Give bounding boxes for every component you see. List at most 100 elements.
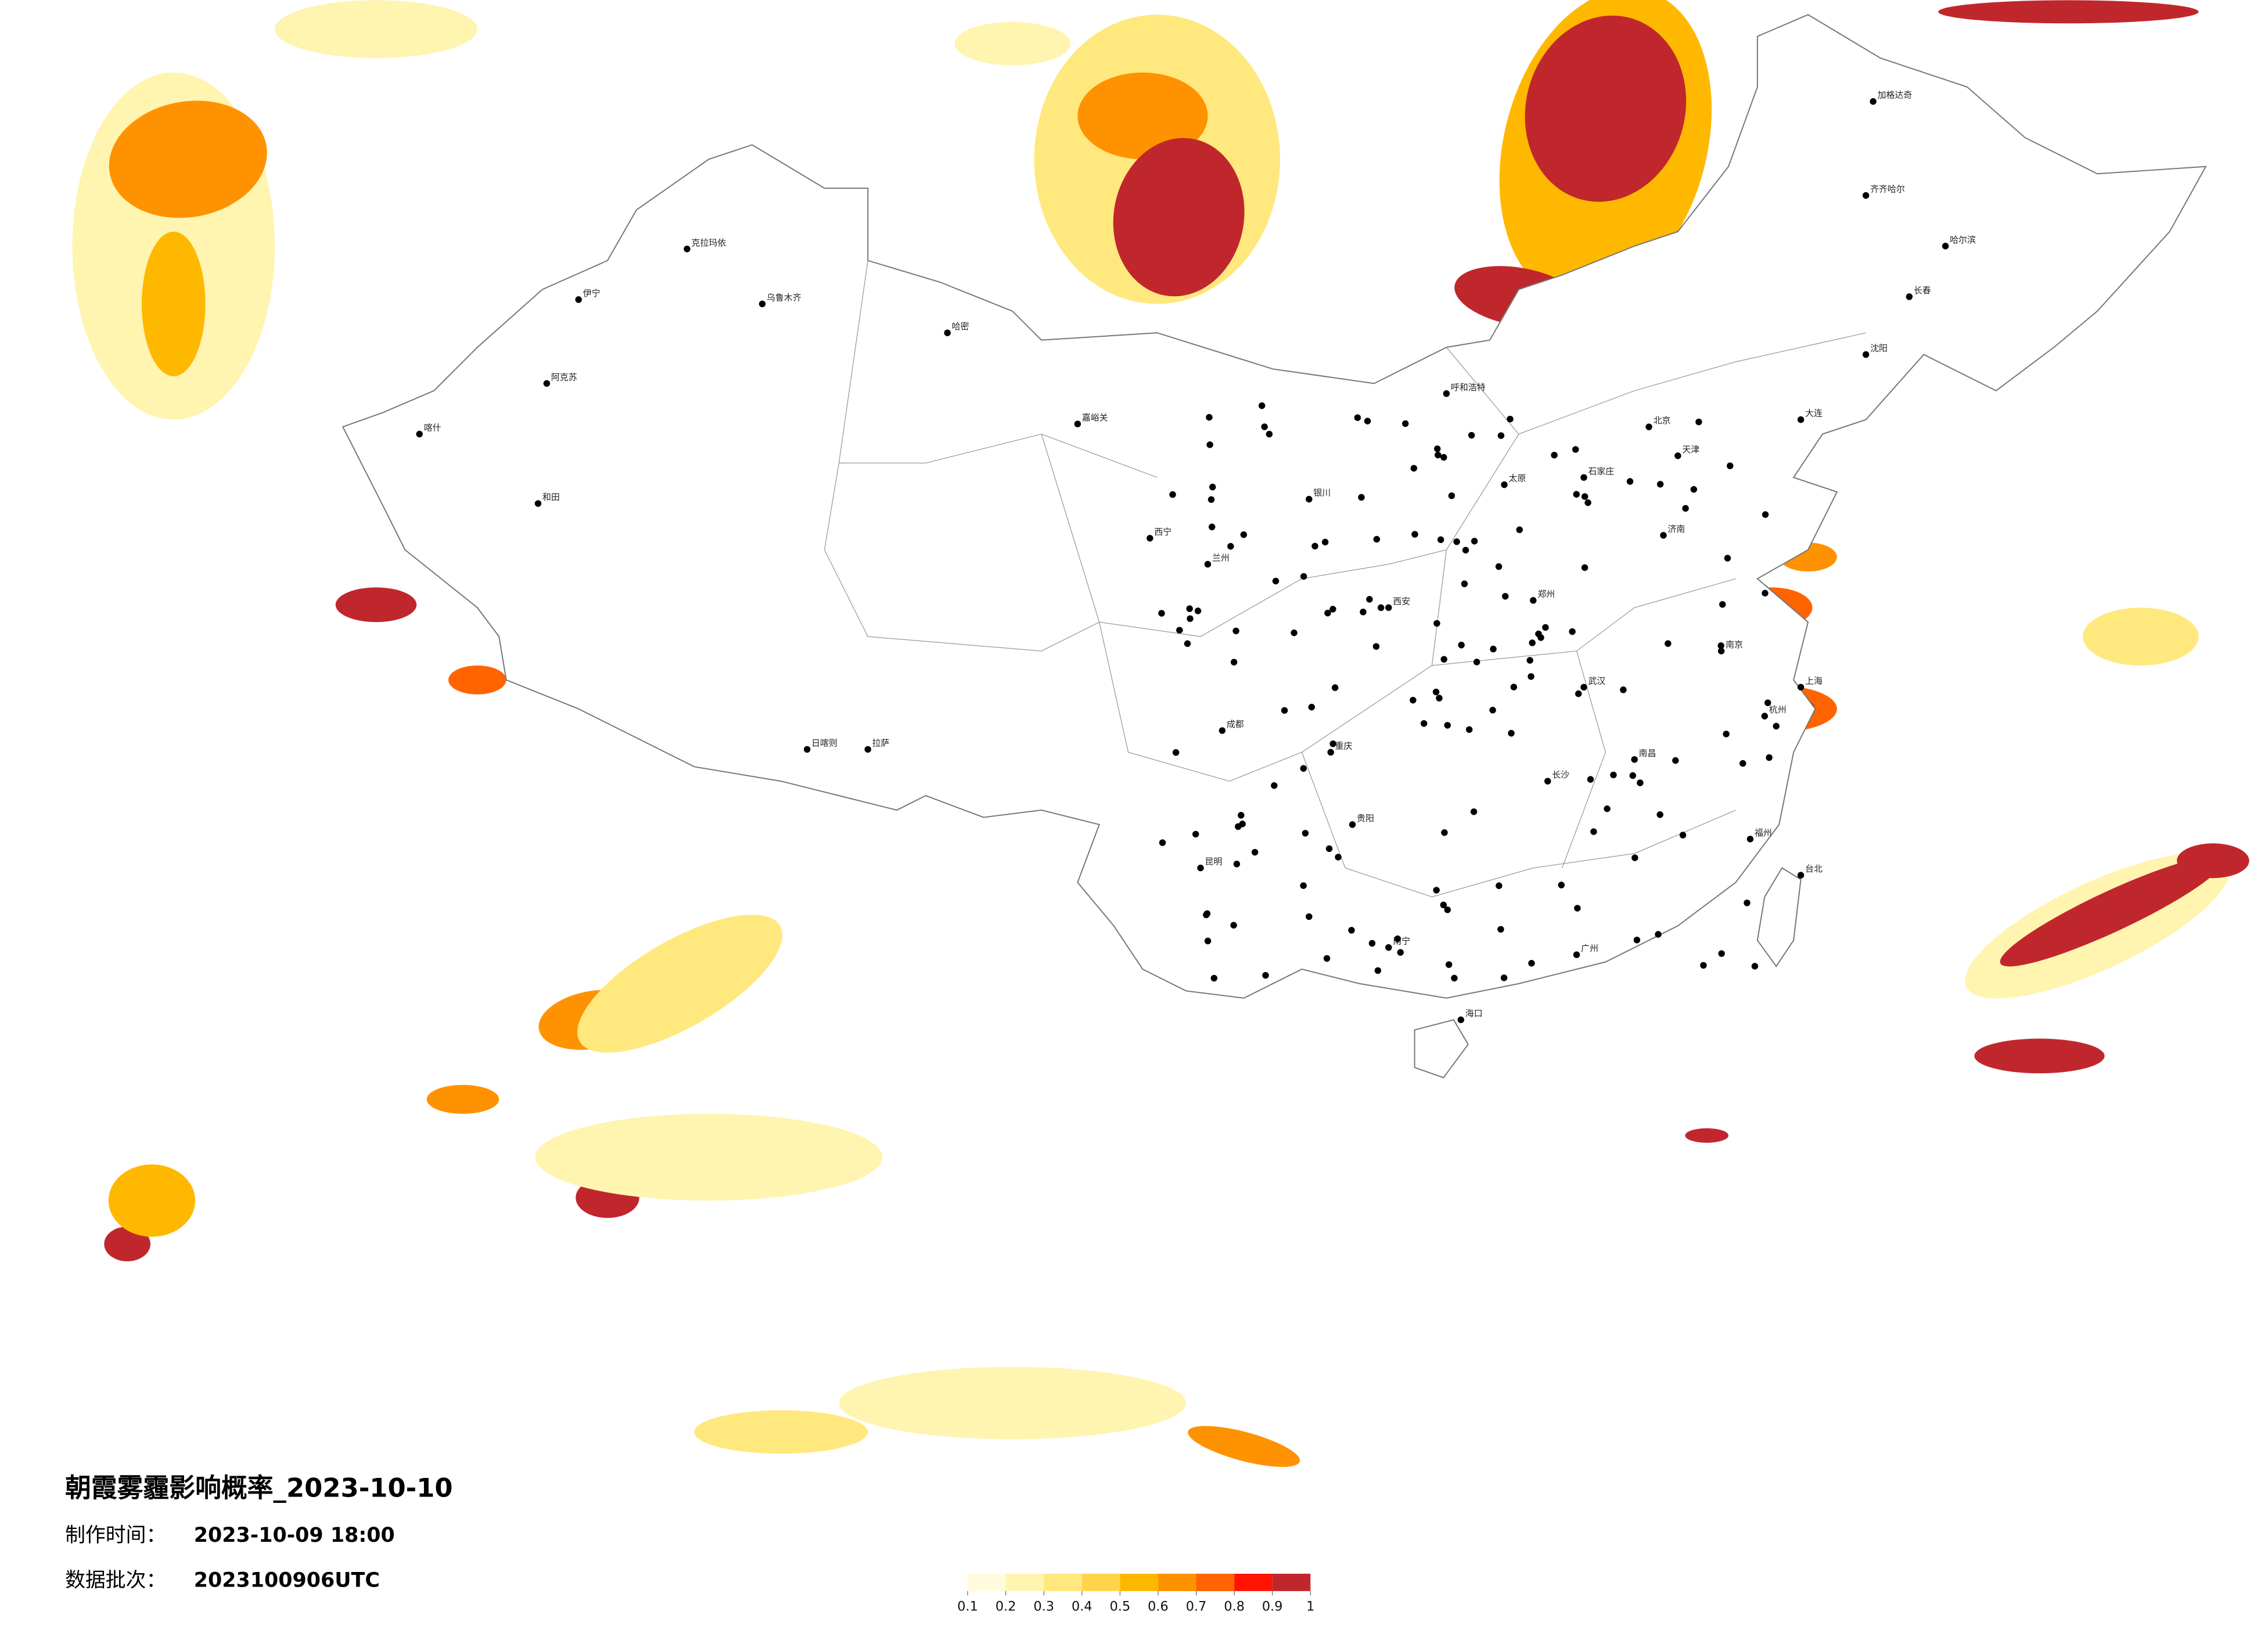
city-dot [1590, 828, 1597, 835]
city-dot [1373, 535, 1381, 543]
city-label: 广州 [1581, 943, 1598, 954]
city-dot [1204, 560, 1212, 568]
city-dot [1374, 967, 1382, 974]
city-dot [1159, 839, 1166, 846]
haze-patch [839, 1366, 1187, 1440]
city-dot [1402, 420, 1409, 427]
city-dot [1331, 684, 1339, 691]
city-dot [1208, 523, 1216, 531]
city-dot [1335, 854, 1342, 861]
city-dot [1468, 431, 1475, 439]
legend-tick-label: 0.3 [1033, 1599, 1054, 1614]
haze-patch [2083, 607, 2199, 665]
city-dot [1448, 492, 1455, 499]
city-dot [1471, 538, 1478, 545]
city-label: 喀什 [424, 423, 441, 433]
legend-swatch [1120, 1573, 1159, 1591]
city-dot [1327, 749, 1334, 756]
map-title: 朝霞雾霾影响概率_2023-10-10 [65, 1473, 453, 1503]
city-dot [1906, 293, 1913, 300]
city-dot [1230, 922, 1237, 929]
city-dot [1360, 609, 1367, 616]
city-label: 杭州 [1769, 704, 1787, 715]
city-dot [1501, 481, 1508, 488]
city-dot [1172, 749, 1180, 756]
haze-patch [535, 1114, 883, 1201]
city-dot [1746, 836, 1754, 843]
city-dot [1219, 727, 1226, 734]
city-label: 伊宁 [583, 288, 601, 298]
city-dot [1281, 707, 1288, 714]
made-time: 2023-10-09 18:00 [194, 1524, 395, 1547]
city-dot [534, 500, 542, 507]
city-dot [1682, 505, 1689, 512]
city-dot [1358, 494, 1365, 501]
city-dot [1209, 483, 1216, 491]
legend-swatch [968, 1573, 1006, 1591]
city-dot [1230, 659, 1238, 665]
city-dot [1272, 577, 1279, 585]
city-dot [1433, 620, 1440, 627]
city-dot [759, 300, 766, 308]
city-dot [1629, 772, 1637, 779]
taiwan [1756, 867, 1802, 967]
haze-patch [426, 1085, 499, 1114]
city-dot [1528, 960, 1535, 967]
batch: 2023100906UTC [194, 1569, 380, 1592]
city-label: 太原 [1509, 473, 1526, 484]
city-label: 长春 [1914, 285, 1931, 296]
city-label: 哈尔滨 [1950, 235, 1976, 245]
city-dot [1300, 765, 1307, 772]
haze-patch [1685, 1128, 1729, 1143]
legend-tick-label: 0.4 [1072, 1599, 1092, 1614]
city-dot [1207, 496, 1215, 503]
city-label: 西安 [1393, 596, 1410, 606]
city-dot [1321, 538, 1329, 546]
city-dot [1672, 757, 1679, 764]
city-dot [1580, 474, 1587, 481]
city-dot [1432, 688, 1440, 696]
city-dot [575, 296, 582, 303]
city-dot [1186, 605, 1193, 612]
city-dot [1192, 830, 1199, 838]
city-dot [1261, 423, 1268, 430]
haze-patch [109, 100, 267, 218]
city-dot [1233, 861, 1241, 868]
city-dot [1440, 901, 1447, 909]
city-label: 武汉 [1588, 675, 1605, 686]
legend-swatch [1196, 1573, 1235, 1591]
city-dot [1441, 829, 1448, 836]
city-dot [1184, 640, 1191, 647]
legend-tick-label: 1 [1306, 1599, 1314, 1614]
city-dot [1291, 629, 1297, 636]
city-label: 贵阳 [1357, 813, 1374, 823]
legend-swatch [1005, 1573, 1044, 1591]
legend: 0.1 0.2 0.3 0.4 0.5 0.6 0.7 0.8 0.9 1 [957, 1573, 1314, 1614]
city-label: 西宁 [1154, 527, 1171, 537]
city-dot [1495, 563, 1503, 570]
haze-patch [577, 915, 783, 1053]
city-dot [1527, 673, 1534, 680]
legend-tick-label: 0.8 [1224, 1599, 1245, 1614]
city-dot [1581, 564, 1588, 571]
city-dot [1187, 615, 1194, 623]
made-time-label: 制作时间： [65, 1524, 166, 1547]
legend-swatch [1272, 1573, 1311, 1591]
city-label: 济南 [1667, 524, 1685, 534]
city-label: 重庆 [1335, 740, 1353, 751]
city-dot [1453, 538, 1460, 545]
city-label: 郑州 [1537, 589, 1555, 599]
city-dot [1535, 630, 1542, 638]
city-dot [1773, 722, 1780, 730]
city-dot [1323, 955, 1331, 962]
city-dot [1262, 972, 1269, 979]
city-label: 海口 [1465, 1008, 1483, 1019]
city-dot [1410, 696, 1417, 704]
legend-tick-label: 0.9 [1262, 1599, 1283, 1614]
city-dot [1674, 452, 1681, 459]
city-dot [1227, 543, 1234, 550]
city-dot [684, 246, 691, 253]
city-dot [1862, 351, 1870, 358]
